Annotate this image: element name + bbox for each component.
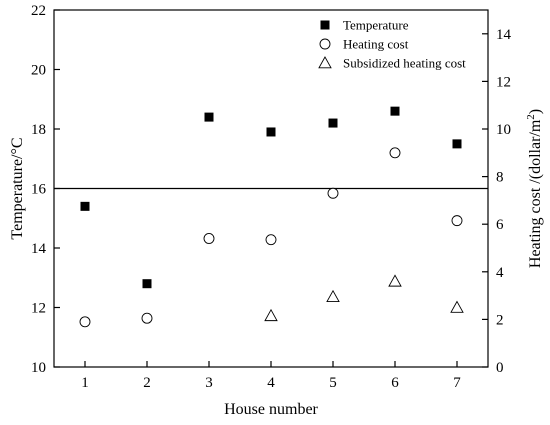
data-point [264,308,278,322]
legend-marker [319,38,331,50]
y2-tick-label: 2 [496,312,504,328]
y2-axis-title-prefix: Heating cost /(dollar/m [527,119,544,268]
x-tick-label: 7 [453,375,461,391]
x-tick-label: 2 [143,375,151,391]
legend-label: Subsidized heating cost [343,56,466,71]
x-tick-label: 6 [391,375,399,391]
x-tick-label: 4 [267,375,275,391]
y2-tick-label: 8 [496,170,504,186]
data-point [388,274,402,287]
y2-tick-label: 12 [496,74,511,90]
legend-marker [320,20,330,30]
data-point [326,289,340,303]
legend-label: Temperature [343,18,409,33]
data-point [452,139,462,149]
y2-tick-label: 6 [496,217,504,233]
data-point [451,215,463,227]
y-tick-label: 16 [31,182,47,198]
x-tick-label: 1 [81,375,89,391]
legend: Temperature Heating cost Subsidized heatin… [318,18,466,71]
y2-tick-label: 0 [496,360,504,376]
data-point [327,187,339,199]
y2-tick-label: 10 [496,122,511,138]
data-point [328,118,338,128]
y2-tick-label: 4 [496,265,504,281]
x-axis-title: House number [224,401,318,418]
marks-group [79,106,464,328]
data-point [266,127,276,137]
y2-axis-title-suffix: ) [527,109,544,114]
y-tick-label: 20 [31,63,46,79]
y2-axis-title: Heating cost /(dollar/m2) [525,109,544,268]
y-axis-title: Temperature/°C [9,137,26,239]
y2-axis-title-sup: 2 [525,114,537,120]
y-tick-label: 18 [31,122,46,138]
y-tick-label: 10 [31,360,46,376]
legend-marker [318,56,332,69]
y2-tick-label: 14 [496,27,512,43]
y-tick-label: 12 [31,301,46,317]
data-point [265,234,277,246]
y-tick-label: 14 [31,241,47,257]
y-tick-label: 22 [31,3,46,19]
x-tick-label: 5 [329,375,337,391]
data-point [390,106,400,116]
data-point [80,201,90,211]
x-tick-label: 3 [205,375,213,391]
data-point [141,312,153,324]
legend-label: Heating cost [343,37,409,52]
data-point [142,279,152,289]
data-point [79,316,91,328]
data-point [203,233,215,244]
data-point [204,112,214,122]
data-point [389,147,401,159]
data-point [450,300,464,313]
